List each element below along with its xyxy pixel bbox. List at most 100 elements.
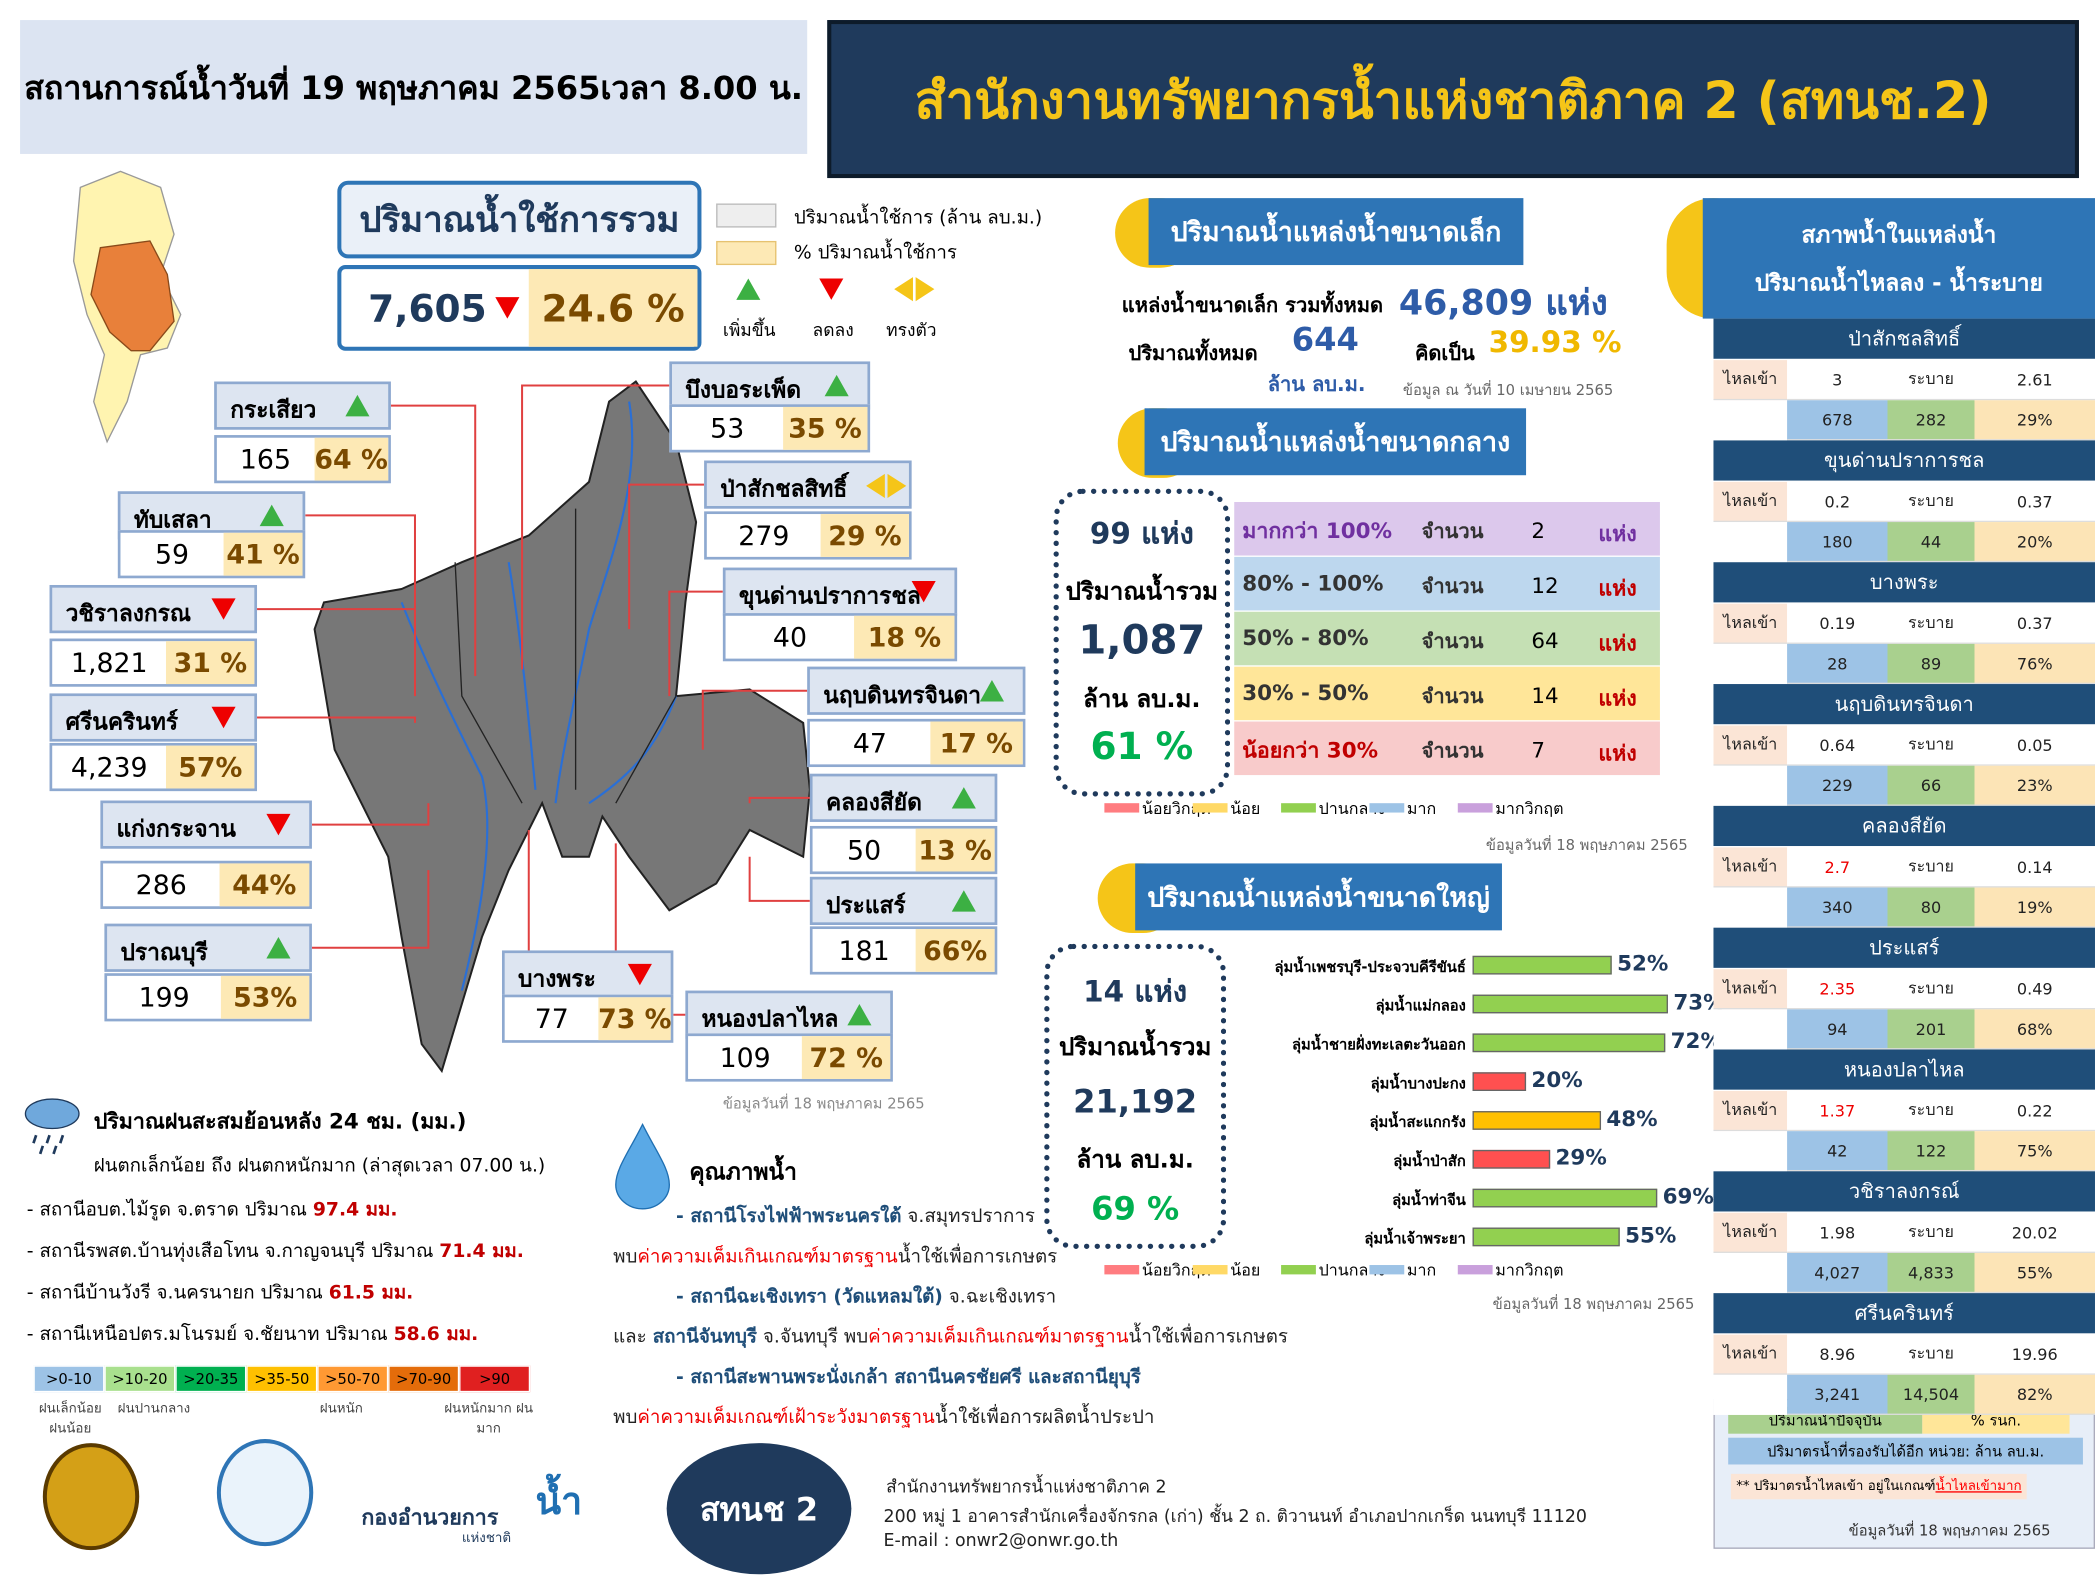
legend-swatch bbox=[716, 240, 777, 266]
reservoir-name: วชิราลงกรณ bbox=[49, 584, 258, 634]
quality-text: จ.ฉะเชิงเทรา bbox=[942, 1286, 1057, 1308]
inflow-label: ไหลเข้า bbox=[1713, 1090, 1788, 1132]
volume: 28 bbox=[1787, 643, 1888, 685]
trend-stable bbox=[866, 473, 885, 498]
quality-line: - สถานีฉะเชิงเทรา (วัดแหลมใต้) จ.ฉะเชิงเ… bbox=[676, 1282, 1056, 1311]
level-unit: แห่ง bbox=[1598, 520, 1637, 547]
blank bbox=[1713, 887, 1788, 928]
rain-station: - สถานีรพสต.บ้านทุ่งเสือโทน จ.กาญจนบุรี … bbox=[27, 1237, 524, 1266]
inflow-label: ไหลเข้า bbox=[1713, 603, 1788, 644]
borders bbox=[454, 508, 677, 804]
level-count: 64 bbox=[1531, 627, 1559, 654]
reservoir-percent: 53% bbox=[221, 975, 310, 1019]
capacity-left: 201 bbox=[1887, 1009, 1975, 1050]
reservoir-volume: 4,239 bbox=[70, 750, 148, 784]
bar-label: 20% bbox=[1531, 1066, 1583, 1093]
river bbox=[554, 401, 634, 804]
reservoir-percent: 41 % bbox=[223, 532, 303, 576]
bar-label: 52% bbox=[1617, 950, 1669, 976]
volume: 340 bbox=[1787, 887, 1888, 928]
trend-up bbox=[847, 1003, 872, 1026]
inflow-label: ไหลเข้า bbox=[1713, 969, 1788, 1010]
release: 20.02 bbox=[1974, 1212, 2095, 1253]
summary-box: 99 แห่ง ปริมาณน้ำรวม 1,087 ล้าน ลบ.ม. 61… bbox=[1053, 488, 1231, 797]
small-percent: 39.93 % bbox=[1488, 326, 1622, 361]
connector bbox=[390, 404, 477, 677]
quality-text: พบ bbox=[613, 1246, 638, 1268]
level-label: จำนวน bbox=[1421, 629, 1484, 654]
status-date: สถานการณ์น้ำวันที่ 19 พฤษภาคม 2565เวลา 8… bbox=[20, 20, 808, 154]
legend-label: ทรงตัว bbox=[886, 321, 937, 342]
legend-swatch bbox=[1104, 1265, 1140, 1275]
release: 0.37 bbox=[1974, 481, 2095, 523]
inflow-label: ไหลเข้า bbox=[1713, 360, 1788, 401]
percent: 19% bbox=[1974, 887, 2095, 928]
cloud bbox=[24, 1098, 80, 1130]
reservoir-header: ประแสร์ bbox=[1713, 927, 2095, 968]
reservoir-values: 279 29 % bbox=[704, 511, 912, 560]
rain-scale: >50-70 bbox=[317, 1365, 389, 1393]
reservoir-values: 181 66% bbox=[809, 926, 998, 975]
level-label: จำนวน bbox=[1421, 684, 1484, 709]
blank bbox=[1713, 1009, 1788, 1050]
level-range: 30% - 50% bbox=[1242, 680, 1369, 706]
rain-icon bbox=[24, 1098, 80, 1155]
source-note: ข้อมูลวันที่ 18 พฤษภาคม 2565 bbox=[1492, 1295, 1695, 1314]
capacity-left: 80 bbox=[1887, 887, 1975, 928]
rain-scale-label: ฝนหนัก bbox=[319, 1401, 363, 1417]
level-count: 12 bbox=[1531, 572, 1559, 599]
rain-scale: >35-50 bbox=[246, 1365, 318, 1393]
percent: 82% bbox=[1974, 1374, 2095, 1415]
connector bbox=[748, 796, 810, 804]
drop bbox=[615, 1122, 670, 1210]
trend-stable bbox=[894, 277, 913, 302]
label: คิดเป็น bbox=[1414, 341, 1475, 366]
level-row: มากกว่า 100% จำนวน 2 แห่ง bbox=[1234, 501, 1660, 556]
percent: 68% bbox=[1974, 1009, 2095, 1050]
legend-label: ลดลง bbox=[812, 321, 854, 342]
bar bbox=[1472, 955, 1612, 975]
bar bbox=[1472, 994, 1668, 1014]
legend-label: % ปริมาณน้ำใช้การ bbox=[793, 242, 957, 264]
agency-water: น้ำ bbox=[535, 1479, 583, 1524]
connector bbox=[305, 514, 416, 630]
percent: 61 % bbox=[1090, 724, 1194, 769]
inflow: 0.64 bbox=[1787, 725, 1888, 766]
bar bbox=[1472, 1111, 1602, 1130]
river bbox=[507, 562, 537, 790]
reservoir-percent: 66% bbox=[915, 929, 995, 972]
reservoir-values: 50 13 % bbox=[809, 825, 998, 875]
trend-down bbox=[911, 580, 936, 603]
volume: 4,027 bbox=[1787, 1252, 1888, 1294]
logo bbox=[216, 1439, 314, 1547]
note: ** ปริมาตรน้ำไหลเข้า อยู่ในเกณฑ์ bbox=[1736, 1479, 1936, 1494]
trend-down bbox=[627, 963, 652, 986]
inflow: 0.2 bbox=[1787, 481, 1888, 523]
bar-label: 69% bbox=[1662, 1183, 1714, 1209]
legend-item: ปริมาตรน้ำที่รองรับได้อีก หน่วย: ล้าน ลบ… bbox=[1728, 1437, 2083, 1465]
reservoir-volume: 47 bbox=[852, 726, 887, 760]
reservoir-volume: 199 bbox=[138, 981, 190, 1014]
count: 14 แห่ง bbox=[1083, 975, 1188, 1010]
source-note: ข้อมูลวันที่ 18 พฤษภาคม 2565 bbox=[1485, 836, 1688, 855]
quality-text: จ.จันทบุรี พบ bbox=[756, 1326, 869, 1349]
legend-label: ปานกลาง bbox=[1318, 799, 1386, 818]
volume: 1,087 bbox=[1078, 617, 1206, 664]
level-range: น้อยกว่า 30% bbox=[1242, 737, 1379, 764]
reservoir-percent: 57% bbox=[166, 745, 255, 789]
trend-up bbox=[345, 394, 370, 417]
level-count: 14 bbox=[1531, 682, 1559, 709]
quality-text: จ.สมุทรปราการ bbox=[901, 1206, 1035, 1228]
inflow: 0.19 bbox=[1787, 603, 1888, 644]
level-label: จำนวน bbox=[1421, 519, 1484, 544]
bar bbox=[1472, 1033, 1666, 1053]
bar-label: 48% bbox=[1606, 1105, 1658, 1132]
reservoir-name: คลองสียัด bbox=[809, 773, 998, 822]
reservoir-volume: 77 bbox=[534, 1002, 569, 1035]
release: 19.96 bbox=[1974, 1334, 2095, 1375]
quality-text: - สถานีโรงไฟฟ้าพระนครใต้ bbox=[676, 1206, 902, 1228]
quality-text: - สถานีสะพานพระนั่งเกล้า สถานีนครชัยศรี … bbox=[676, 1366, 1141, 1389]
panel-title: สภาพน้ำในแหล่งน้ำ bbox=[1801, 222, 1997, 249]
quality-line: - สถานีสะพานพระนั่งเกล้า สถานีนครชัยศรี … bbox=[676, 1363, 1141, 1392]
